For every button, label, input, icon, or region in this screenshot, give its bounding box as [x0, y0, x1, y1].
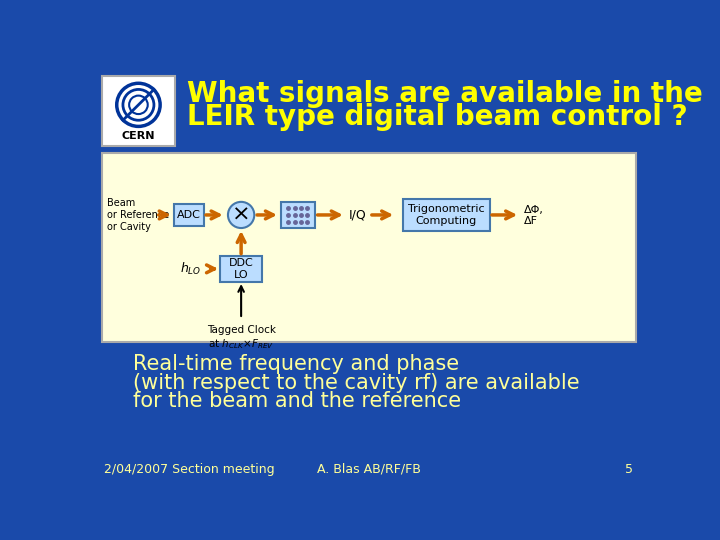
Text: Real-time frequency and phase: Real-time frequency and phase [132, 354, 459, 374]
Text: (with respect to the cavity rf) are available: (with respect to the cavity rf) are avai… [132, 373, 580, 393]
Text: $h_{LO}$: $h_{LO}$ [180, 261, 202, 277]
Text: ×: × [232, 205, 251, 225]
Text: A. Blas AB/RF/FB: A. Blas AB/RF/FB [317, 463, 421, 476]
FancyBboxPatch shape [403, 199, 490, 231]
Circle shape [228, 202, 254, 228]
FancyBboxPatch shape [174, 204, 204, 226]
Text: DDC
LO: DDC LO [229, 258, 253, 280]
Text: ΔΦ,: ΔΦ, [524, 205, 544, 214]
Text: ADC: ADC [177, 210, 201, 220]
Text: for the beam and the reference: for the beam and the reference [132, 392, 461, 411]
Text: 5: 5 [624, 463, 632, 476]
Text: ΔF: ΔF [524, 216, 538, 226]
Text: Beam
or Reference
or Cavity: Beam or Reference or Cavity [107, 198, 169, 232]
Text: Tagged Clock
at $h_{CLK}$×$F_{REV}$: Tagged Clock at $h_{CLK}$×$F_{REV}$ [207, 325, 276, 351]
Text: I/Q: I/Q [348, 208, 366, 221]
FancyBboxPatch shape [220, 256, 262, 282]
Text: What signals are available in the: What signals are available in the [187, 80, 703, 108]
FancyBboxPatch shape [281, 202, 315, 228]
FancyBboxPatch shape [102, 153, 636, 342]
Text: 2/04/2007 Section meeting: 2/04/2007 Section meeting [104, 463, 274, 476]
FancyBboxPatch shape [102, 76, 175, 146]
Text: Trigonometric
Computing: Trigonometric Computing [408, 204, 485, 226]
Text: LEIR type digital beam control ?: LEIR type digital beam control ? [187, 103, 688, 131]
Text: CERN: CERN [122, 131, 156, 141]
